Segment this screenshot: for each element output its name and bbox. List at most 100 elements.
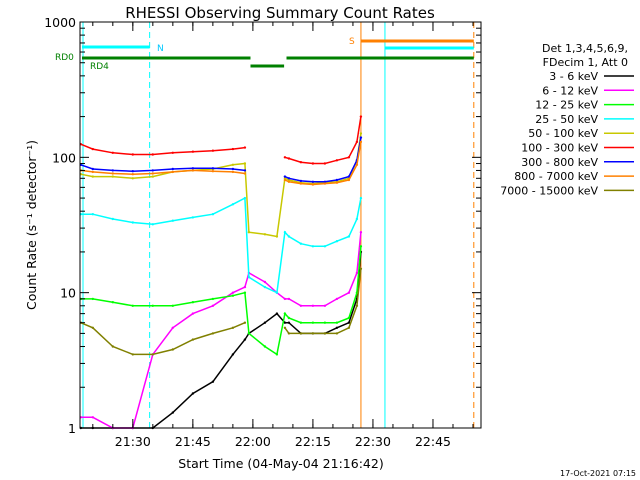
series-point [243, 169, 247, 172]
series-point [335, 297, 339, 301]
x-axis-label: Start Time (04-May-04 21:16:42) [178, 456, 383, 471]
series-point [287, 332, 291, 335]
x-tick-label: 21:45 [175, 434, 211, 449]
series-line-2 [80, 246, 362, 356]
series-line-5 [80, 143, 245, 156]
series-point [111, 175, 115, 178]
legend-header-2: FDecim 1, Att 0 [543, 56, 628, 69]
legend-label: 25 - 50 keV [535, 113, 598, 126]
series-point [171, 326, 174, 329]
x-tick-label: 22:30 [355, 434, 391, 449]
series-point [311, 332, 315, 335]
series-point [263, 345, 267, 348]
series-point [323, 182, 327, 185]
series-point [335, 159, 339, 162]
series-point [171, 170, 174, 174]
legend-label: 12 - 25 keV [535, 99, 598, 112]
series-point [91, 416, 95, 419]
series-point [111, 217, 115, 221]
series-point [151, 169, 154, 172]
night-label: N [157, 44, 164, 54]
series-point [311, 304, 315, 307]
series-point [347, 178, 351, 182]
series-point [299, 179, 303, 183]
series-point [347, 235, 351, 238]
series-point [231, 170, 235, 174]
series-line-1 [80, 232, 362, 429]
series-point [91, 167, 95, 171]
series-point [355, 140, 359, 144]
series-point [299, 332, 303, 335]
series-point [335, 326, 339, 329]
series-point [247, 332, 251, 335]
series-point [211, 380, 215, 383]
series-point [359, 245, 363, 248]
series-point [355, 304, 359, 307]
series-point [299, 182, 303, 185]
series-point [211, 167, 215, 170]
series-point [211, 213, 215, 216]
series-point [211, 149, 215, 152]
series-point [287, 321, 291, 324]
x-tick-label: 22:15 [295, 434, 331, 449]
series-point [335, 321, 339, 324]
series-point [151, 223, 154, 226]
series-point [283, 175, 287, 178]
series-point [287, 235, 291, 238]
series-point [191, 216, 195, 219]
series-point [211, 332, 215, 335]
series-point [171, 167, 174, 171]
series-point [191, 312, 195, 315]
series-point [243, 172, 247, 175]
series-line-8 [80, 322, 246, 356]
series-point [359, 231, 363, 234]
series-point [299, 161, 303, 164]
legend-header-1: Det 1,3,4,5,6,9, [542, 42, 628, 55]
series-point [287, 157, 291, 160]
x-tick-label: 21:30 [115, 434, 151, 449]
y-tick-label: 100 [52, 150, 76, 165]
series-point [283, 321, 287, 324]
series-point [171, 304, 174, 307]
series-point [359, 267, 363, 270]
series-point [283, 326, 287, 329]
y-axis-label: Count Rate (s⁻¹ detector⁻¹) [24, 140, 39, 310]
series-point [131, 153, 134, 156]
series-point [335, 240, 339, 243]
series-point [111, 345, 115, 348]
series-point [359, 115, 363, 118]
series-point [243, 291, 247, 294]
legend-label: 800 - 7000 keV [514, 170, 598, 183]
series-point [243, 338, 247, 341]
series-line-7 [80, 169, 245, 175]
series-point [211, 297, 215, 301]
series-point [191, 169, 195, 172]
series-point [91, 213, 95, 216]
date-stamp: 17-Oct-2021 07:15 [560, 469, 636, 478]
series-point [323, 321, 327, 324]
series-point [231, 326, 235, 329]
series-point [355, 217, 359, 221]
series-point [211, 170, 215, 173]
legend-label: 6 - 12 keV [542, 84, 598, 97]
series-point [311, 183, 315, 186]
series-point [275, 312, 279, 315]
series-point [231, 294, 235, 297]
series-point [283, 177, 287, 180]
series-point [335, 332, 339, 335]
legend-label: 50 - 100 keV [528, 127, 598, 140]
series-point [283, 231, 287, 234]
series-point [287, 297, 291, 301]
x-tick-label: 22:45 [415, 434, 451, 449]
series-point [243, 146, 247, 149]
series-line-3 [80, 196, 362, 294]
series-point [111, 172, 115, 175]
series-point [347, 156, 351, 159]
rd0-label: RD0 [55, 53, 74, 63]
series-point [347, 316, 351, 320]
series-point [131, 304, 134, 307]
series-point [287, 180, 291, 183]
chart-title: RHESSI Observing Summary Count Rates [125, 4, 435, 22]
